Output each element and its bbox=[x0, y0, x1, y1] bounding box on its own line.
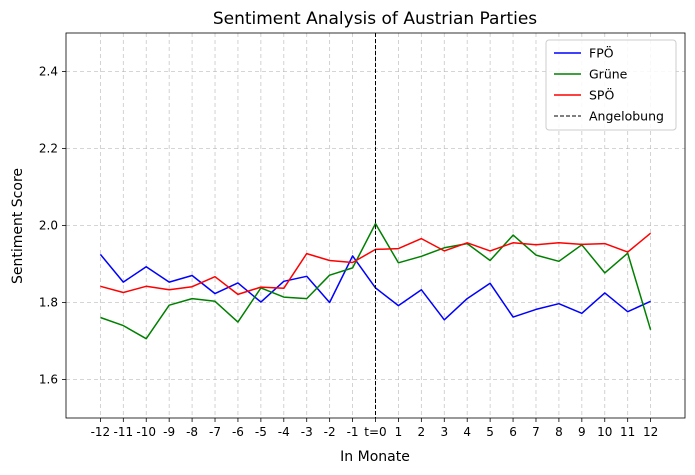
x-tick-label: -1 bbox=[347, 425, 359, 439]
x-tick-label: -12 bbox=[91, 425, 111, 439]
x-tick-label: 10 bbox=[597, 425, 612, 439]
x-tick-label: 8 bbox=[555, 425, 563, 439]
legend-label: Grüne bbox=[589, 67, 628, 82]
legend: FPÖ Grüne SPÖ Angelobung bbox=[545, 39, 677, 131]
legend-box bbox=[545, 39, 677, 131]
x-tick-label: -2 bbox=[324, 425, 336, 439]
legend-label: Angelobung bbox=[589, 109, 664, 124]
legend-label: SPÖ bbox=[589, 87, 614, 103]
y-tick-label: 2.0 bbox=[39, 219, 58, 233]
y-tick-label: 1.8 bbox=[39, 296, 58, 310]
plot-frame bbox=[65, 32, 686, 419]
x-tick-label: -10 bbox=[136, 425, 156, 439]
x-tick-label: 3 bbox=[440, 425, 448, 439]
x-tick-label: 6 bbox=[509, 425, 517, 439]
x-tick-label: 9 bbox=[578, 425, 586, 439]
x-tick-label: 7 bbox=[532, 425, 540, 439]
x-tick-label: -6 bbox=[232, 425, 244, 439]
x-tick-label: -11 bbox=[114, 425, 134, 439]
x-tick-label: -5 bbox=[255, 425, 267, 439]
x-axis-title: In Monate bbox=[340, 449, 410, 465]
x-tick-label: 11 bbox=[620, 425, 635, 439]
series-line-2 bbox=[100, 222, 652, 340]
x-tick-label: 5 bbox=[486, 425, 494, 439]
x-tick-label: 4 bbox=[463, 425, 471, 439]
y-tick-label: 2.4 bbox=[39, 65, 58, 79]
x-tick-label: t=0 bbox=[364, 425, 386, 439]
x-tick-label: 2 bbox=[418, 425, 426, 439]
y-tick-label: 1.6 bbox=[39, 373, 58, 387]
chart-title: Sentiment Analysis of Austrian Parties bbox=[213, 9, 537, 29]
legend-label: FPÖ bbox=[589, 45, 614, 61]
x-tick-label: -8 bbox=[186, 425, 198, 439]
x-tick-label: -7 bbox=[209, 425, 221, 439]
x-tick-label: -3 bbox=[301, 425, 313, 439]
y-tick-label: 2.2 bbox=[39, 142, 58, 156]
y-axis-title: Sentiment Score bbox=[10, 168, 26, 284]
x-tick-label: -9 bbox=[163, 425, 175, 439]
x-tick-label: -4 bbox=[278, 425, 290, 439]
x-tick-label: 12 bbox=[643, 425, 658, 439]
plot-area: -12 -11 -10 -9 -8 -7 -6 -5 -4 -3 -2 -1 t=0 1 2 3 4 5 6 7 8 9 1… bbox=[39, 32, 686, 439]
x-tick-label: 1 bbox=[395, 425, 403, 439]
